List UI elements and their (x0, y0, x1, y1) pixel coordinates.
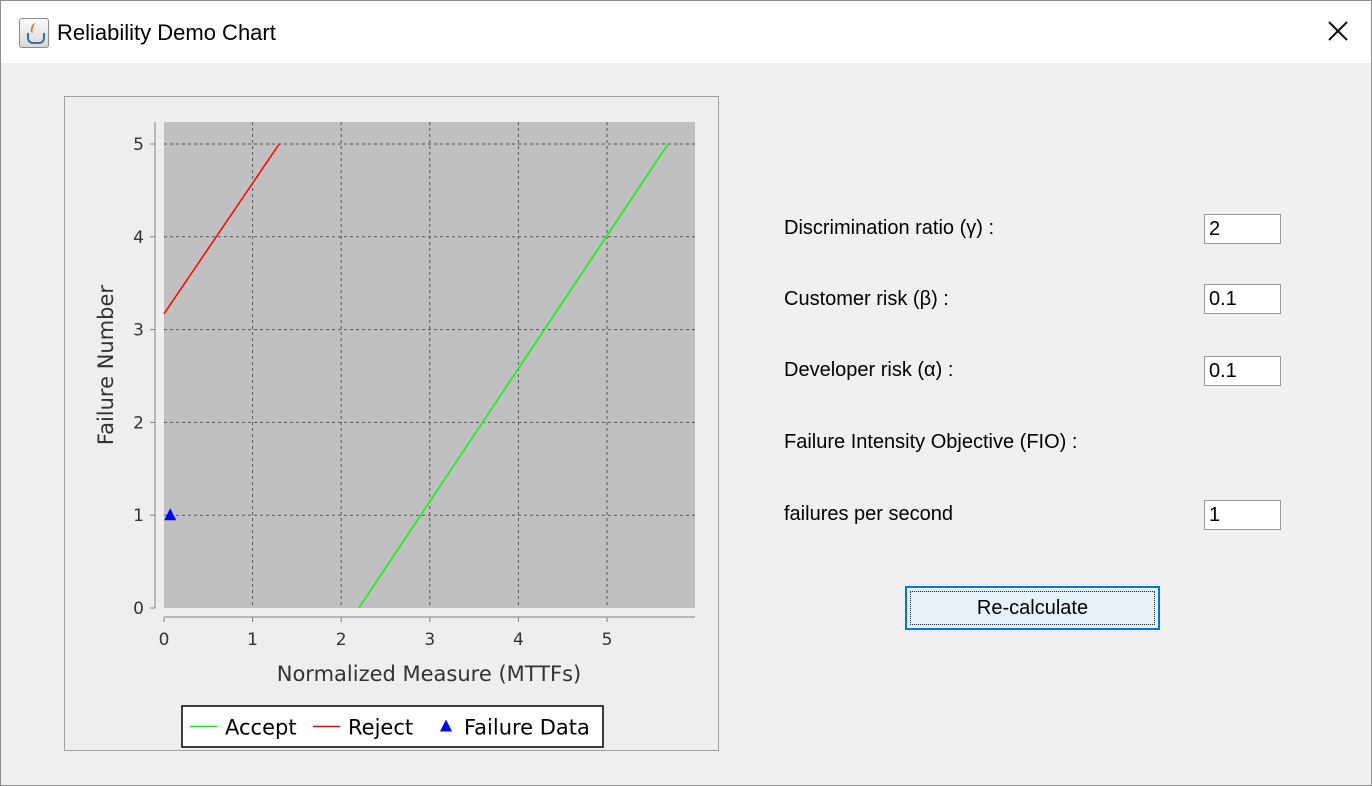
y-tick-label: 5 (133, 135, 144, 155)
title-bar[interactable]: Reliability Demo Chart (1, 1, 1371, 63)
y-tick-label: 2 (133, 413, 144, 433)
discrimination-ratio-label: Discrimination ratio (γ) : (784, 217, 995, 239)
close-icon (1328, 21, 1348, 41)
reject-line (163, 143, 280, 315)
java-app-icon[interactable] (19, 18, 49, 48)
y-tick-label: 1 (133, 506, 144, 526)
legend-label-accept: Accept (225, 716, 297, 740)
y-axis-label: Failure Number (94, 285, 118, 445)
y-tick-label: 4 (133, 228, 144, 248)
legend-label-reject: Reject (348, 716, 413, 740)
y-tick-label: 0 (133, 599, 144, 619)
developer-risk-label: Developer risk (α) : (784, 359, 954, 381)
x-axis-label: Normalized Measure (MTTFs) (277, 662, 582, 686)
recalculate-button[interactable]: Re-calculate (905, 586, 1160, 630)
customer-risk-input[interactable] (1204, 284, 1281, 314)
developer-risk-input[interactable] (1204, 356, 1281, 386)
legend-swatch-failure-data (440, 719, 452, 732)
x-tick-label: 1 (247, 630, 258, 650)
close-button[interactable] (1305, 1, 1371, 63)
failure-data-point (164, 508, 177, 521)
legend-label-failure-data: Failure Data (464, 716, 590, 740)
x-tick-label: 4 (513, 630, 524, 650)
failures-per-second-input[interactable] (1204, 500, 1281, 530)
x-tick-label: 2 (336, 630, 347, 650)
x-tick-label: 5 (602, 630, 613, 650)
recalculate-button-label: Re-calculate (976, 596, 1089, 619)
discrimination-ratio-input[interactable] (1204, 214, 1281, 244)
y-tick-label: 3 (133, 321, 144, 341)
customer-risk-label: Customer risk (β) : (784, 288, 949, 310)
legend-box (181, 705, 604, 748)
failures-per-second-label: failures per second (784, 503, 953, 525)
fio-label: Failure Intensity Objective (FIO) : (784, 431, 1078, 453)
x-tick-label: 3 (424, 630, 435, 650)
chart-legend: Accept Reject Failure Data (181, 705, 604, 748)
x-tick-label: 0 (159, 630, 170, 650)
window-title: Reliability Demo Chart (57, 20, 276, 45)
accept-line (358, 143, 669, 609)
